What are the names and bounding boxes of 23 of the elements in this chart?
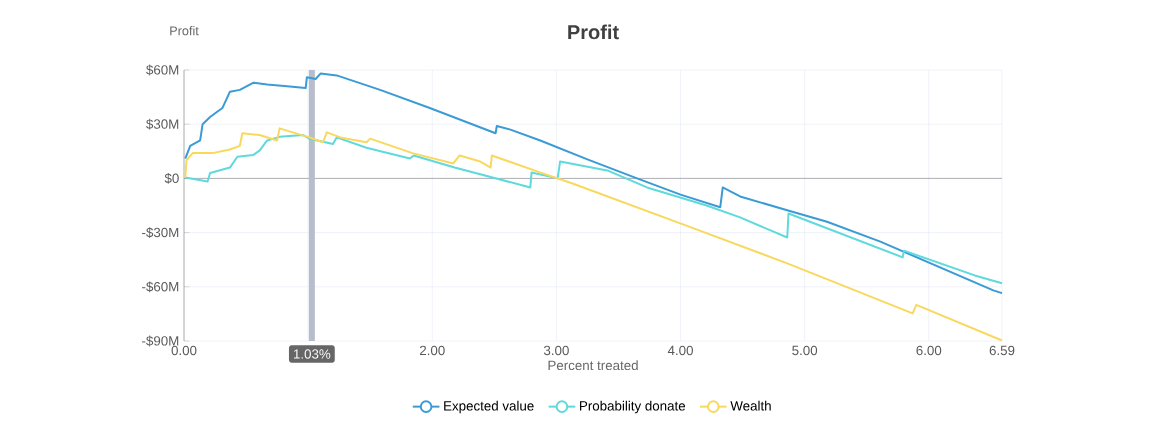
legend-label: Wealth bbox=[730, 400, 771, 411]
line-series bbox=[184, 127, 1004, 342]
line-series bbox=[184, 134, 1004, 285]
x-tick-label: 5.00 bbox=[792, 345, 818, 356]
x-tick-label: 3.00 bbox=[543, 345, 569, 356]
line-series bbox=[184, 72, 1004, 295]
x-tick-label: 6.00 bbox=[916, 345, 942, 356]
x-tick-label: 6.59 bbox=[989, 345, 1015, 356]
x-axis-title: Percent treated bbox=[548, 360, 638, 371]
legend-label: Expected value bbox=[444, 400, 534, 414]
y-tick-label: $60M bbox=[146, 64, 179, 76]
y-tick-label: -$60M bbox=[142, 281, 179, 293]
y-tick-label: $30M bbox=[146, 118, 179, 130]
y-tick-label: $0 bbox=[164, 173, 179, 184]
x-tick-label: 4.00 bbox=[667, 345, 693, 356]
chart-title: Profit bbox=[568, 24, 619, 40]
legend-label: Probability donate bbox=[580, 400, 686, 414]
x-tick-label: 2.00 bbox=[419, 345, 445, 356]
ref-line-label: 1.03% bbox=[293, 349, 331, 359]
y-tick-label: -$90M bbox=[142, 335, 179, 347]
x-tick-label: 0.00 bbox=[171, 345, 197, 356]
y-tick-label: -$30M bbox=[142, 227, 179, 238]
y-axis-title: Profit bbox=[170, 25, 199, 36]
